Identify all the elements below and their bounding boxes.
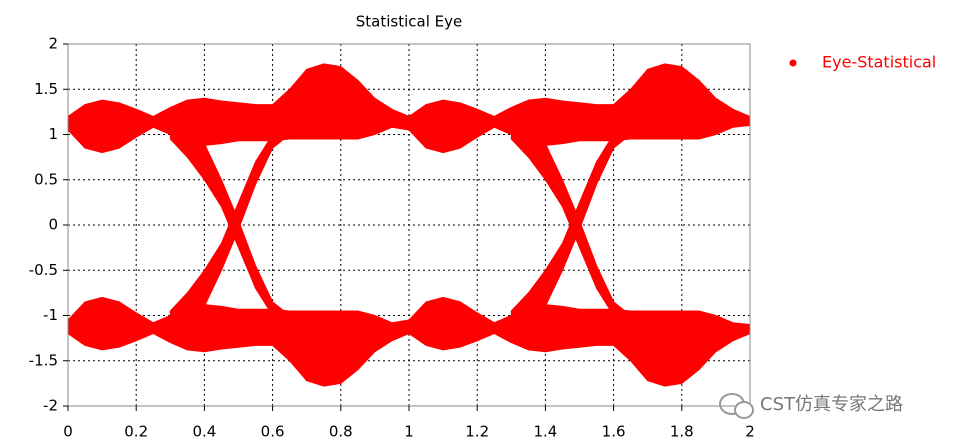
x-tick-label: 1.8	[670, 423, 694, 441]
y-tick-label: 0	[48, 216, 58, 234]
x-tick-label: 2	[745, 423, 755, 441]
y-tick-label: -2	[43, 397, 58, 415]
x-tick-label: 0.6	[261, 423, 285, 441]
watermark: CST仿真专家之路	[760, 394, 903, 415]
y-tick-label: 2	[48, 35, 58, 53]
chart-title: Statistical Eye	[356, 13, 462, 31]
legend-marker	[789, 59, 797, 67]
y-tick-label: -1	[43, 306, 58, 324]
watermark-icon	[719, 393, 754, 419]
y-tick-label: -1.5	[29, 351, 58, 369]
x-tick-label: 1.6	[602, 423, 626, 441]
x-tick-label: 0.2	[124, 423, 148, 441]
x-tick-label: 0	[63, 423, 73, 441]
y-tick-label: -0.5	[29, 261, 58, 279]
eye-band	[169, 134, 292, 316]
y-tick-label: 1.5	[34, 80, 58, 98]
y-tick-label: 1	[48, 125, 58, 143]
x-tick-label: 0.4	[192, 423, 216, 441]
x-tick-label: 1.4	[533, 423, 557, 441]
x-tick-label: 1	[404, 423, 414, 441]
eye-band	[510, 134, 633, 316]
x-tick-label: 1.2	[465, 423, 489, 441]
x-tick-label: 0.8	[329, 423, 353, 441]
y-tick-label: 0.5	[34, 170, 58, 188]
legend-label: Eye-Statistical	[822, 53, 936, 72]
